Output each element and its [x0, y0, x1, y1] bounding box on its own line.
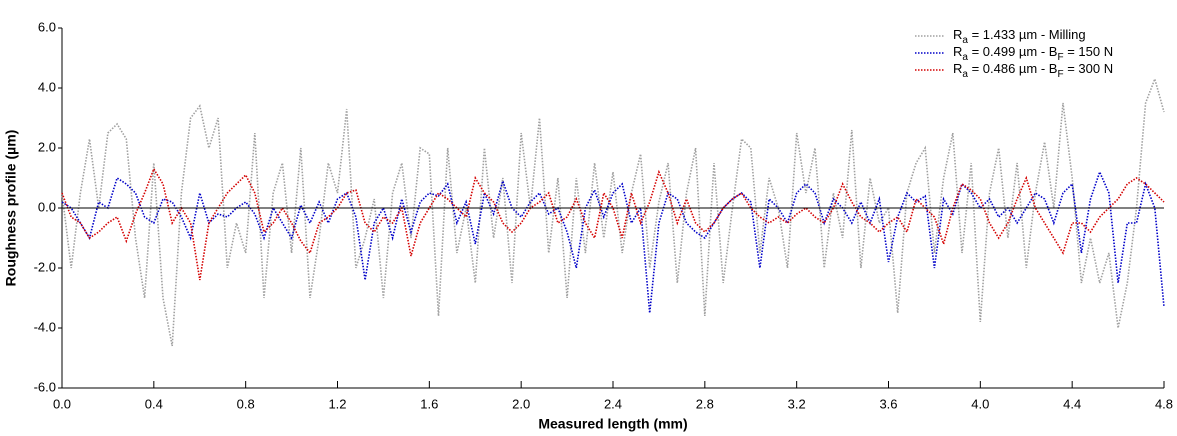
x-tick-label: 0.4 [145, 396, 163, 411]
y-tick-label: -2.0 [34, 259, 56, 274]
x-axis-title: Measured length (mm) [538, 416, 687, 432]
series-line [61, 169, 1165, 314]
series-line [61, 167, 1165, 281]
y-tick-label: 2.0 [38, 139, 56, 154]
legend-label: Ra = 1.433 µm - Milling [953, 27, 1086, 45]
x-tick-label: 2.4 [604, 396, 622, 411]
y-axis-title: Roughness profile (µm) [3, 130, 19, 287]
y-tick-label: -4.0 [34, 319, 56, 334]
y-tick-label: 6.0 [38, 19, 56, 34]
x-tick-label: 4.4 [1063, 396, 1081, 411]
x-tick-label: 2.8 [696, 396, 714, 411]
x-tick-label: 3.6 [879, 396, 897, 411]
legend-label: Ra = 0.486 µm - BF = 300 N [953, 61, 1113, 79]
series-line [61, 76, 1165, 347]
y-tick-label: 4.0 [38, 79, 56, 94]
x-tick-label: 3.2 [788, 396, 806, 411]
legend-label: Ra = 0.499 µm - BF = 150 N [953, 44, 1113, 62]
x-tick-label: 4.8 [1155, 396, 1173, 411]
x-tick-label: 2.0 [512, 396, 530, 411]
x-tick-label: 0.8 [237, 396, 255, 411]
x-tick-label: 1.2 [328, 396, 346, 411]
x-tick-label: 0.0 [53, 396, 71, 411]
x-tick-label: 1.6 [420, 396, 438, 411]
y-tick-label: 0.0 [38, 199, 56, 214]
y-tick-label: -6.0 [34, 379, 56, 394]
x-tick-label: 4.0 [971, 396, 989, 411]
